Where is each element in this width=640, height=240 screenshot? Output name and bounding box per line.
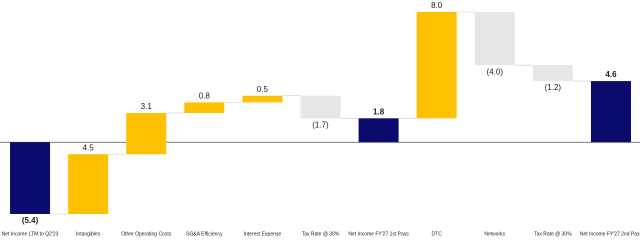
- value-label: 4.5: [83, 143, 95, 152]
- value-label: (1.2): [545, 83, 562, 92]
- value-label: 8.0: [431, 1, 443, 10]
- value-label: 3.1: [141, 102, 153, 111]
- category-label: Interest Expense: [244, 231, 282, 237]
- category-label: Net Income FY'27 1st Pass: [348, 231, 409, 237]
- bar: [474, 12, 515, 66]
- category-label: Intangibles: [76, 231, 101, 237]
- value-label: (4.0): [487, 67, 504, 76]
- value-label: 1.8: [373, 107, 385, 116]
- value-label: (1.7): [312, 120, 329, 129]
- bar: [68, 154, 109, 214]
- value-label: 0.8: [199, 91, 211, 100]
- bar: [126, 113, 167, 155]
- category-label: Other Operating Costs: [121, 231, 172, 237]
- value-label: 0.5: [257, 85, 269, 94]
- category-label: Net Income LTM to Q2'23: [2, 231, 59, 237]
- bar: [416, 12, 457, 119]
- bar: [242, 95, 283, 103]
- bar: [10, 142, 51, 214]
- category-label: Tax Rate @ 30%: [534, 231, 572, 237]
- value-label: 4.6: [605, 70, 617, 79]
- bar: [358, 118, 399, 143]
- bar: [590, 81, 631, 143]
- category-label: Net Income FY'27 2nd Pass: [580, 231, 640, 237]
- bar: [300, 95, 341, 119]
- bar: [532, 65, 573, 82]
- category-label: Networks: [484, 231, 505, 237]
- bar: [184, 102, 225, 113]
- value-label: (5.4): [22, 216, 39, 225]
- category-label: Tax Rate @ 30%: [302, 231, 340, 237]
- category-label: SG&A Efficiency: [186, 231, 223, 237]
- category-label: DTC: [432, 231, 443, 237]
